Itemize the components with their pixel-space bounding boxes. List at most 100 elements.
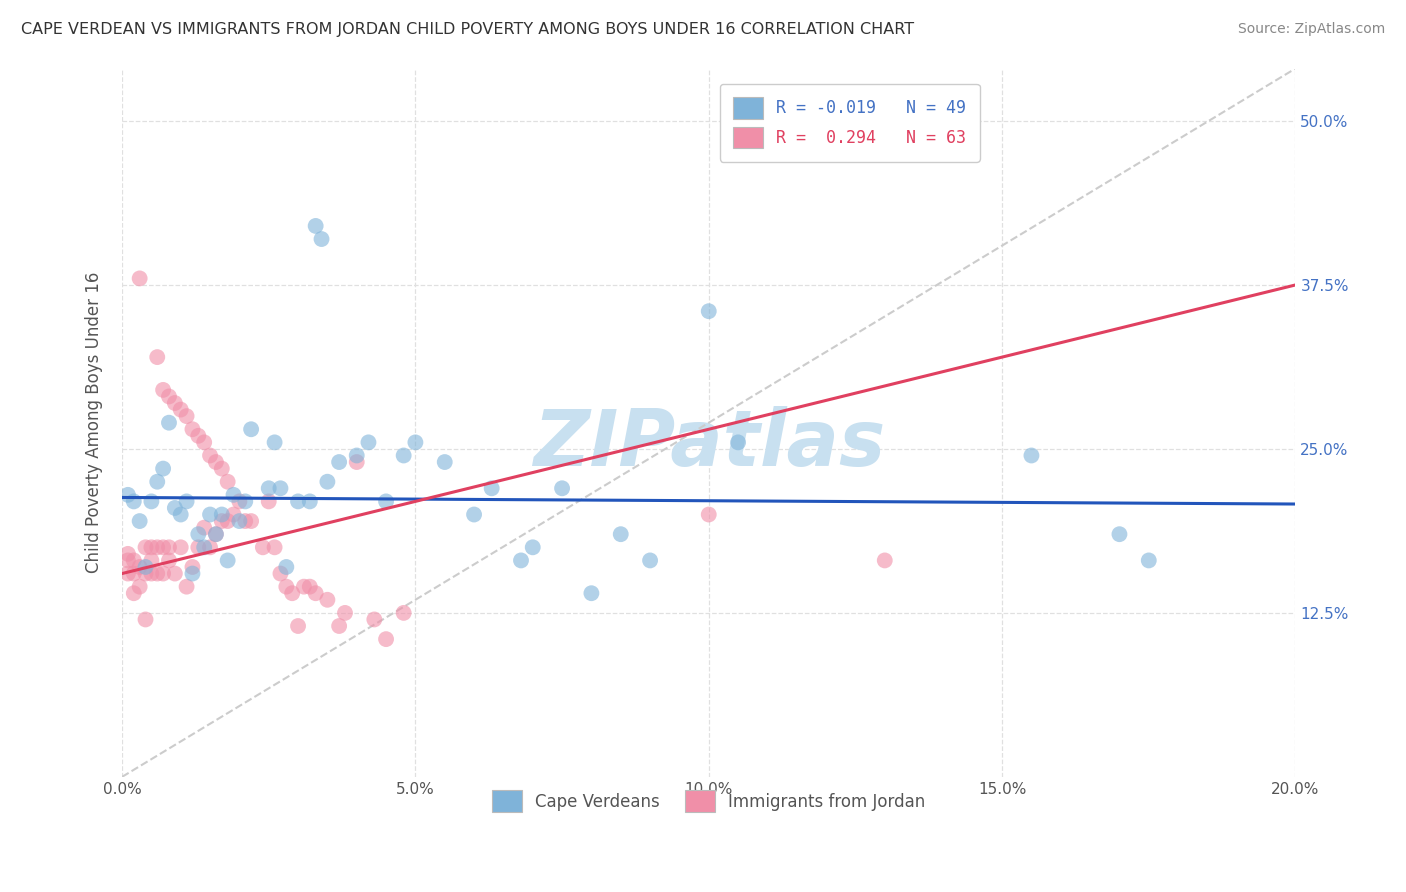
Point (176, 494, 198, 508)
Point (228, 514, 250, 528)
Point (638, 553, 661, 567)
Point (392, 449, 415, 463)
Point (193, 435, 215, 450)
Point (581, 586, 603, 600)
Point (163, 500, 186, 515)
Point (481, 481, 503, 495)
Point (697, 508, 720, 522)
Point (217, 475, 239, 489)
Point (205, 527, 228, 541)
Point (257, 481, 280, 495)
Point (269, 566, 291, 581)
Point (146, 541, 169, 555)
Point (609, 527, 631, 541)
Point (551, 481, 574, 495)
Point (141, 494, 163, 508)
Point (287, 619, 309, 633)
Point (146, 566, 169, 581)
Point (122, 553, 145, 567)
Point (510, 553, 533, 567)
Point (134, 566, 156, 581)
Point (170, 541, 193, 555)
Point (346, 455, 368, 469)
Point (141, 553, 163, 567)
Text: ZIPatlas: ZIPatlas (533, 406, 884, 482)
Point (522, 541, 544, 555)
Point (128, 560, 150, 574)
Point (463, 508, 485, 522)
Point (181, 422, 204, 436)
Point (122, 566, 145, 581)
Point (873, 553, 896, 567)
Point (157, 416, 180, 430)
Point (181, 566, 204, 581)
Point (316, 592, 339, 607)
Point (128, 271, 150, 285)
Point (392, 606, 415, 620)
Point (157, 541, 180, 555)
Point (122, 586, 145, 600)
Point (187, 541, 209, 555)
Point (287, 494, 309, 508)
Point (263, 541, 285, 555)
Point (217, 514, 239, 528)
Point (152, 541, 174, 555)
Point (152, 566, 174, 581)
Point (187, 527, 209, 541)
Point (163, 396, 186, 410)
Point (328, 455, 350, 469)
Point (176, 580, 198, 594)
Point (298, 494, 321, 508)
Point (333, 606, 356, 620)
Point (269, 481, 291, 495)
Y-axis label: Child Poverty Among Boys Under 16: Child Poverty Among Boys Under 16 (86, 272, 103, 574)
Point (157, 389, 180, 403)
Point (328, 619, 350, 633)
Point (193, 521, 215, 535)
Point (128, 514, 150, 528)
Point (117, 553, 139, 567)
Point (433, 455, 456, 469)
Point (117, 566, 139, 581)
Point (187, 429, 209, 443)
Point (176, 409, 198, 424)
Point (217, 553, 239, 567)
Point (198, 541, 221, 555)
Point (281, 586, 304, 600)
Point (211, 514, 233, 528)
Point (170, 508, 193, 522)
Point (222, 488, 245, 502)
Point (233, 494, 256, 508)
Point (276, 580, 298, 594)
Point (146, 475, 169, 489)
Point (375, 494, 398, 508)
Point (146, 350, 169, 364)
Point (240, 514, 263, 528)
Point (727, 435, 749, 450)
Point (211, 508, 233, 522)
Point (205, 455, 228, 469)
Point (228, 494, 250, 508)
Point (252, 541, 274, 555)
Point (233, 514, 256, 528)
Point (122, 494, 145, 508)
Text: CAPE VERDEAN VS IMMIGRANTS FROM JORDAN CHILD POVERTY AMONG BOYS UNDER 16 CORRELA: CAPE VERDEAN VS IMMIGRANTS FROM JORDAN C… (21, 22, 914, 37)
Point (404, 435, 426, 450)
Text: Source: ZipAtlas.com: Source: ZipAtlas.com (1237, 22, 1385, 37)
Point (181, 560, 204, 574)
Point (697, 304, 720, 318)
Point (211, 461, 233, 475)
Point (357, 435, 380, 450)
Point (134, 541, 156, 555)
Point (117, 547, 139, 561)
Point (141, 566, 163, 581)
Point (141, 541, 163, 555)
Point (240, 422, 263, 436)
Point (193, 541, 215, 555)
Point (316, 475, 339, 489)
Point (152, 383, 174, 397)
Point (198, 449, 221, 463)
Point (1108, 527, 1130, 541)
Legend: Cape Verdeans, Immigrants from Jordan: Cape Verdeans, Immigrants from Jordan (478, 777, 939, 825)
Point (157, 553, 180, 567)
